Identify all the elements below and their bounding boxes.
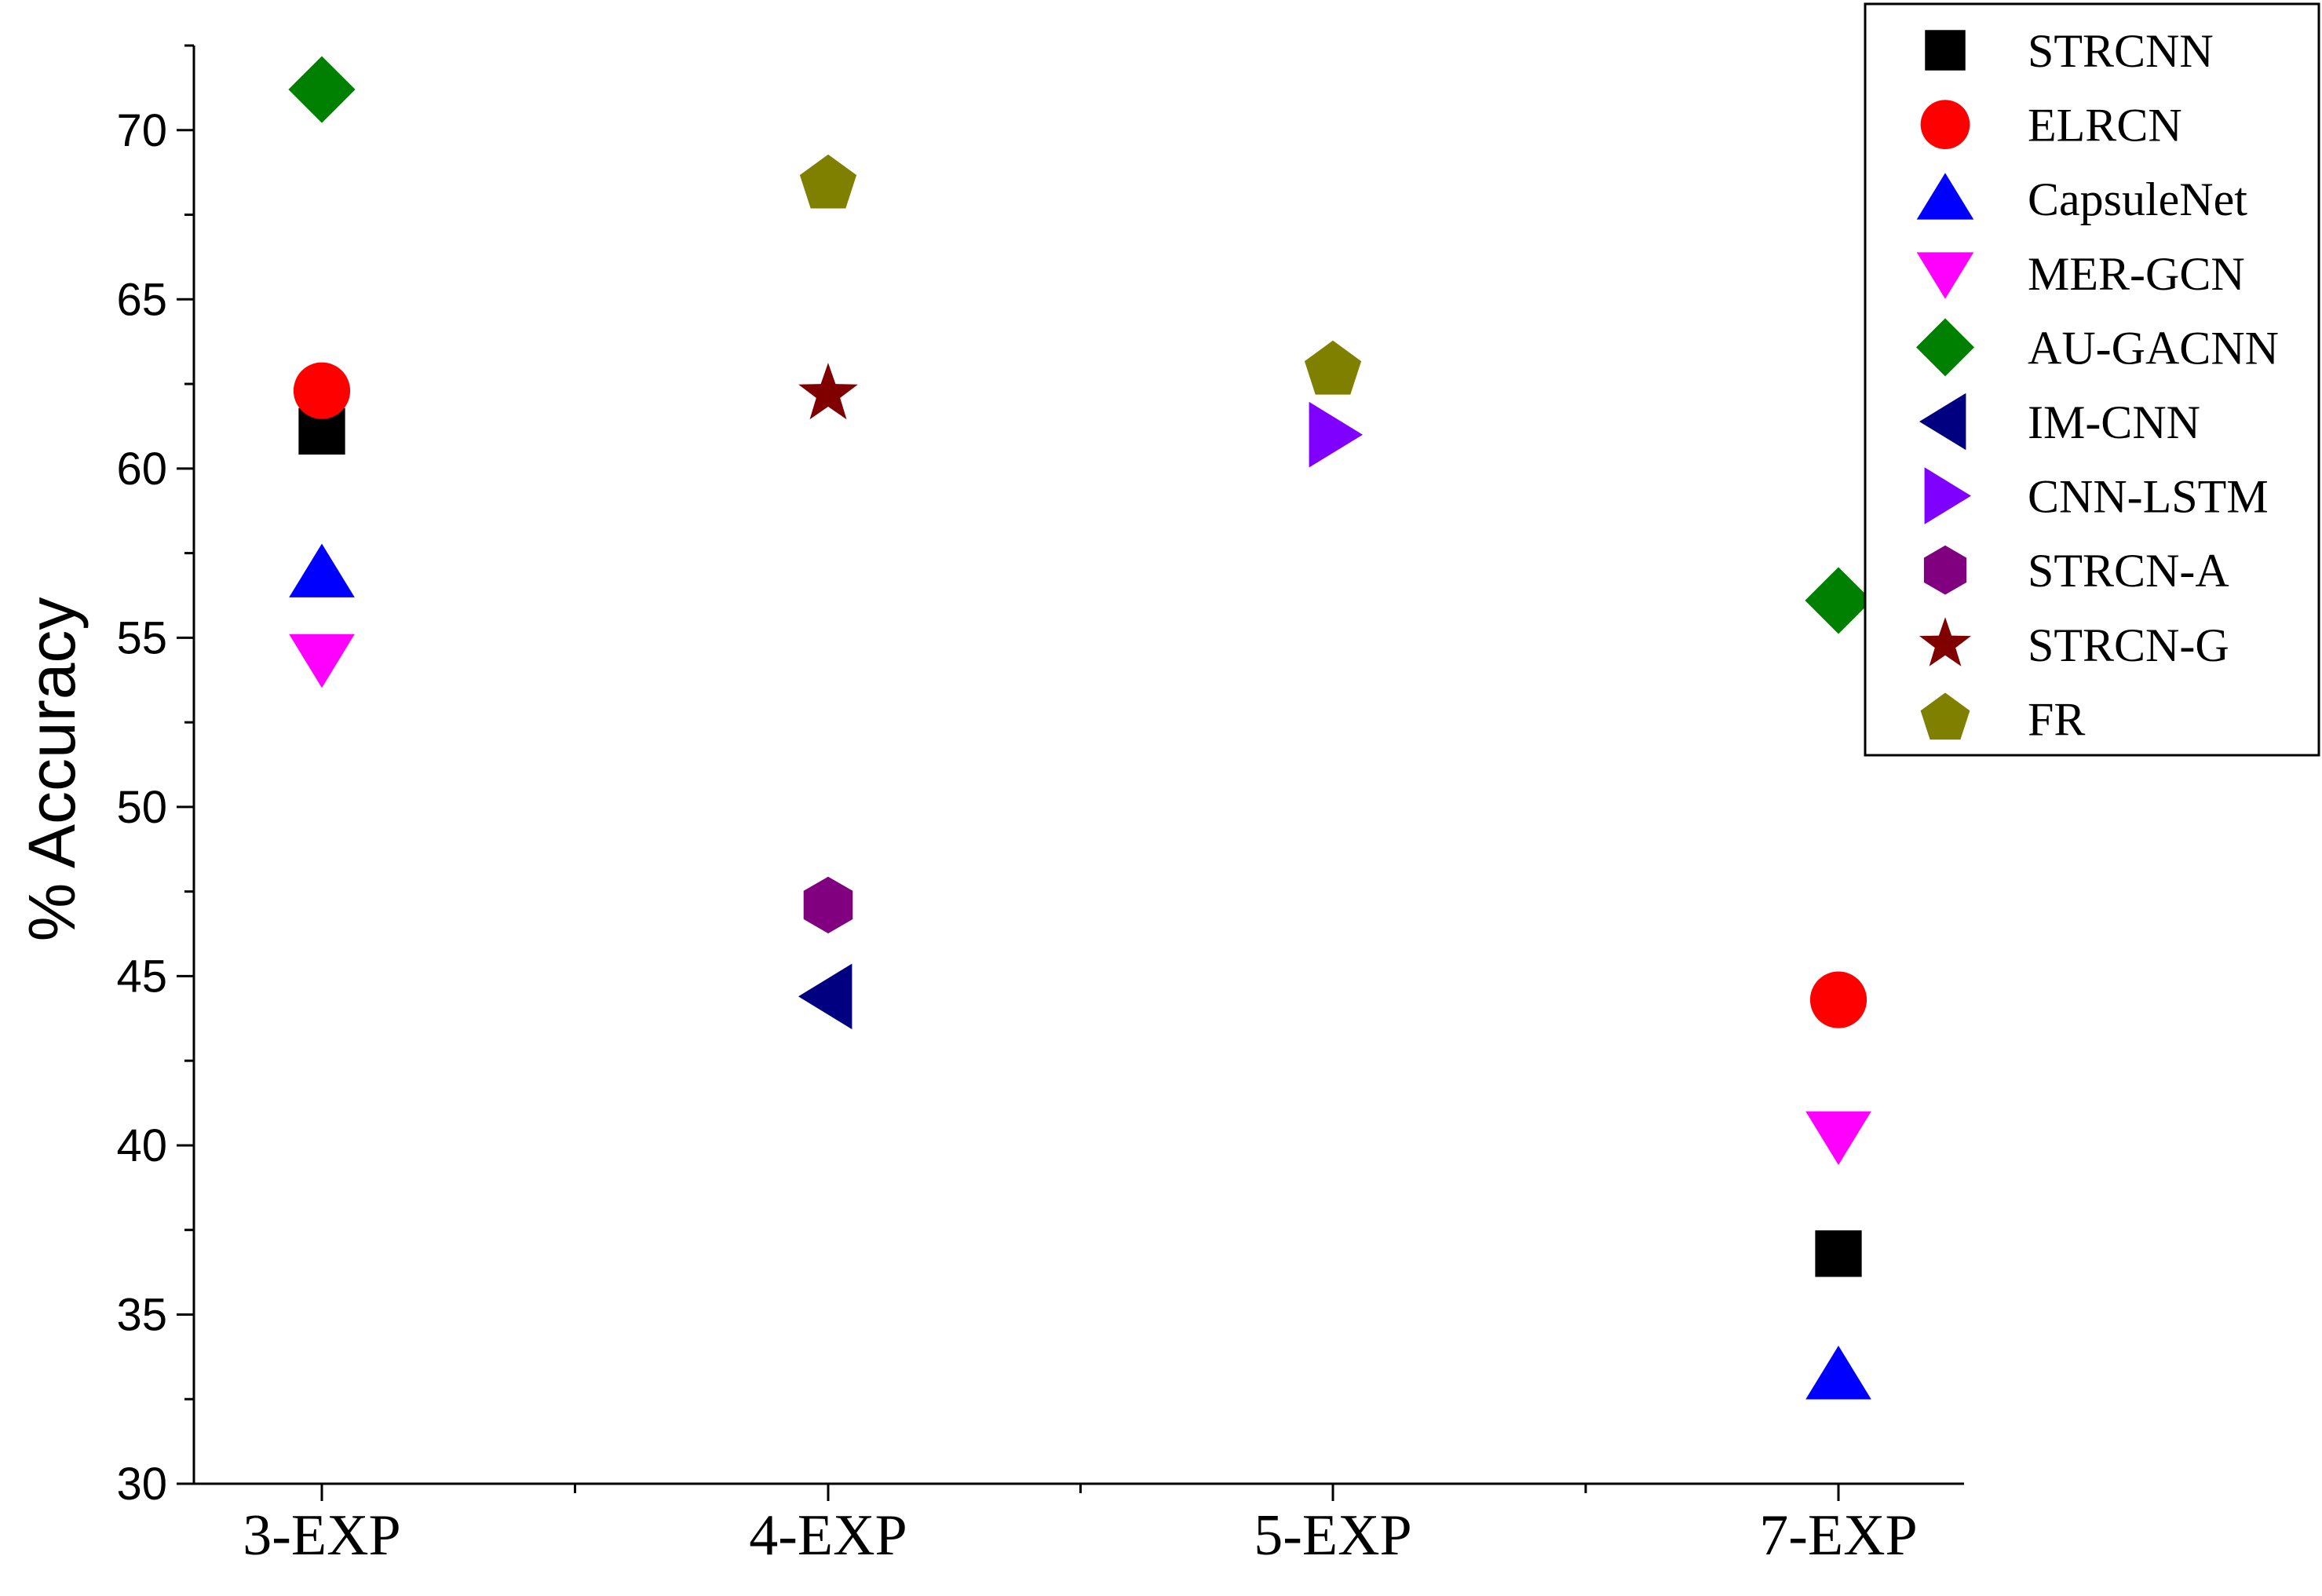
legend-marker-au-gacnn	[1916, 318, 1974, 377]
legend-label-im-cnn: IM-CNN	[2028, 396, 2200, 448]
legend-marker-im-cnn	[1919, 393, 1966, 451]
axes	[192, 46, 1964, 1485]
y-tick-label: 35	[116, 1289, 167, 1340]
point-mer-gcn-7-exp	[1805, 1111, 1871, 1165]
legend-marker-mer-gcn	[1916, 252, 1974, 299]
legend-marker-elrcn	[1920, 100, 1970, 149]
y-tick-label: 50	[116, 782, 167, 833]
legend-label-au-gacnn: AU-GACNN	[2028, 322, 2279, 374]
legend-label-strcn-a: STRCN-A	[2028, 545, 2229, 597]
y-tick-label: 55	[116, 612, 167, 663]
point-mer-gcn-3-exp	[289, 634, 355, 688]
x-tick-label: 3-EXP	[243, 1503, 400, 1568]
legend-marker-strcn-g	[1919, 617, 1971, 667]
y-axis-label: % Accuracy	[15, 597, 89, 942]
legend-marker-strcn-a	[1923, 545, 1967, 595]
point-fr-4-exp	[799, 154, 857, 209]
legend-label-mer-gcn: MER-GCN	[2028, 248, 2245, 300]
x-tick-label: 4-EXP	[749, 1503, 907, 1568]
legend-label-capsulenet: CapsuleNet	[2028, 173, 2247, 225]
legend-label-elrcn: ELRCN	[2028, 100, 2182, 152]
x-ticks: 3-EXP 4-EXP 5-EXP 7-EXP	[243, 1484, 1918, 1568]
y-tick-label: 30	[116, 1459, 167, 1510]
legend-marker-capsulenet	[1916, 173, 1974, 220]
legend: STRCNN ELRCN CapsuleNet MER-GCN AU-GACNN IM-C…	[1864, 2, 2320, 757]
x-tick-label: 5-EXP	[1254, 1503, 1411, 1568]
point-strcn-a-4-exp	[803, 876, 853, 933]
point-strcnn-7-exp	[1815, 1230, 1862, 1277]
point-fr-5-exp	[1304, 340, 1362, 395]
legend-marker-strcnn	[1925, 30, 1966, 71]
point-elrcn-3-exp	[293, 362, 351, 419]
y-tick-label: 70	[116, 105, 167, 156]
legend-marker-fr	[1920, 692, 1970, 740]
point-im-cnn-4-exp	[798, 963, 852, 1030]
y-tick-label: 40	[116, 1120, 167, 1171]
legend-label-cnn-lstm: CNN-LSTM	[2028, 471, 2269, 523]
y-ticks: 30 35 40 45 50 55 60 65 70	[116, 44, 194, 1510]
data-points	[288, 56, 1872, 1400]
point-au-gacnn-3-exp	[288, 56, 356, 123]
point-capsulenet-7-exp	[1805, 1346, 1871, 1400]
point-elrcn-7-exp	[1809, 971, 1867, 1028]
legend-label-fr: FR	[2028, 693, 2085, 745]
point-au-gacnn-7-exp	[1805, 567, 1872, 634]
point-cnn-lstm-5-exp	[1309, 401, 1363, 468]
legend-label-strcn-g: STRCN-G	[2028, 619, 2229, 671]
legend-marker-cnn-lstm	[1924, 467, 1971, 524]
y-tick-label: 60	[116, 444, 167, 495]
point-strcn-g-4-exp	[798, 363, 858, 420]
point-capsulenet-3-exp	[289, 543, 355, 597]
y-tick-label: 65	[116, 274, 167, 325]
legend-label-strcnn: STRCNN	[2028, 25, 2214, 77]
x-tick-label: 7-EXP	[1759, 1503, 1917, 1568]
y-tick-label: 45	[116, 951, 167, 1002]
